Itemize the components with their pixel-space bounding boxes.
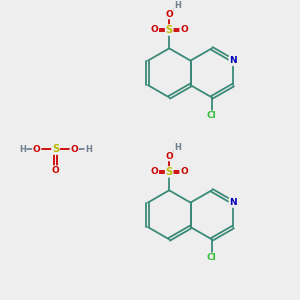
Text: S: S [166, 167, 173, 177]
Text: O: O [180, 167, 188, 176]
Text: H: H [174, 143, 181, 152]
Text: O: O [52, 166, 59, 175]
Text: O: O [165, 10, 173, 19]
Text: O: O [180, 26, 188, 34]
Text: H: H [85, 145, 92, 154]
Text: O: O [70, 145, 78, 154]
Text: N: N [229, 56, 237, 65]
Text: H: H [19, 145, 26, 154]
Text: O: O [33, 145, 41, 154]
Text: O: O [151, 26, 158, 34]
Text: Cl: Cl [207, 253, 217, 262]
Text: S: S [52, 144, 59, 154]
Text: O: O [165, 152, 173, 160]
Text: S: S [166, 25, 173, 35]
Text: O: O [151, 167, 158, 176]
Text: N: N [229, 198, 237, 207]
Text: Cl: Cl [207, 111, 217, 120]
Text: H: H [174, 1, 181, 10]
